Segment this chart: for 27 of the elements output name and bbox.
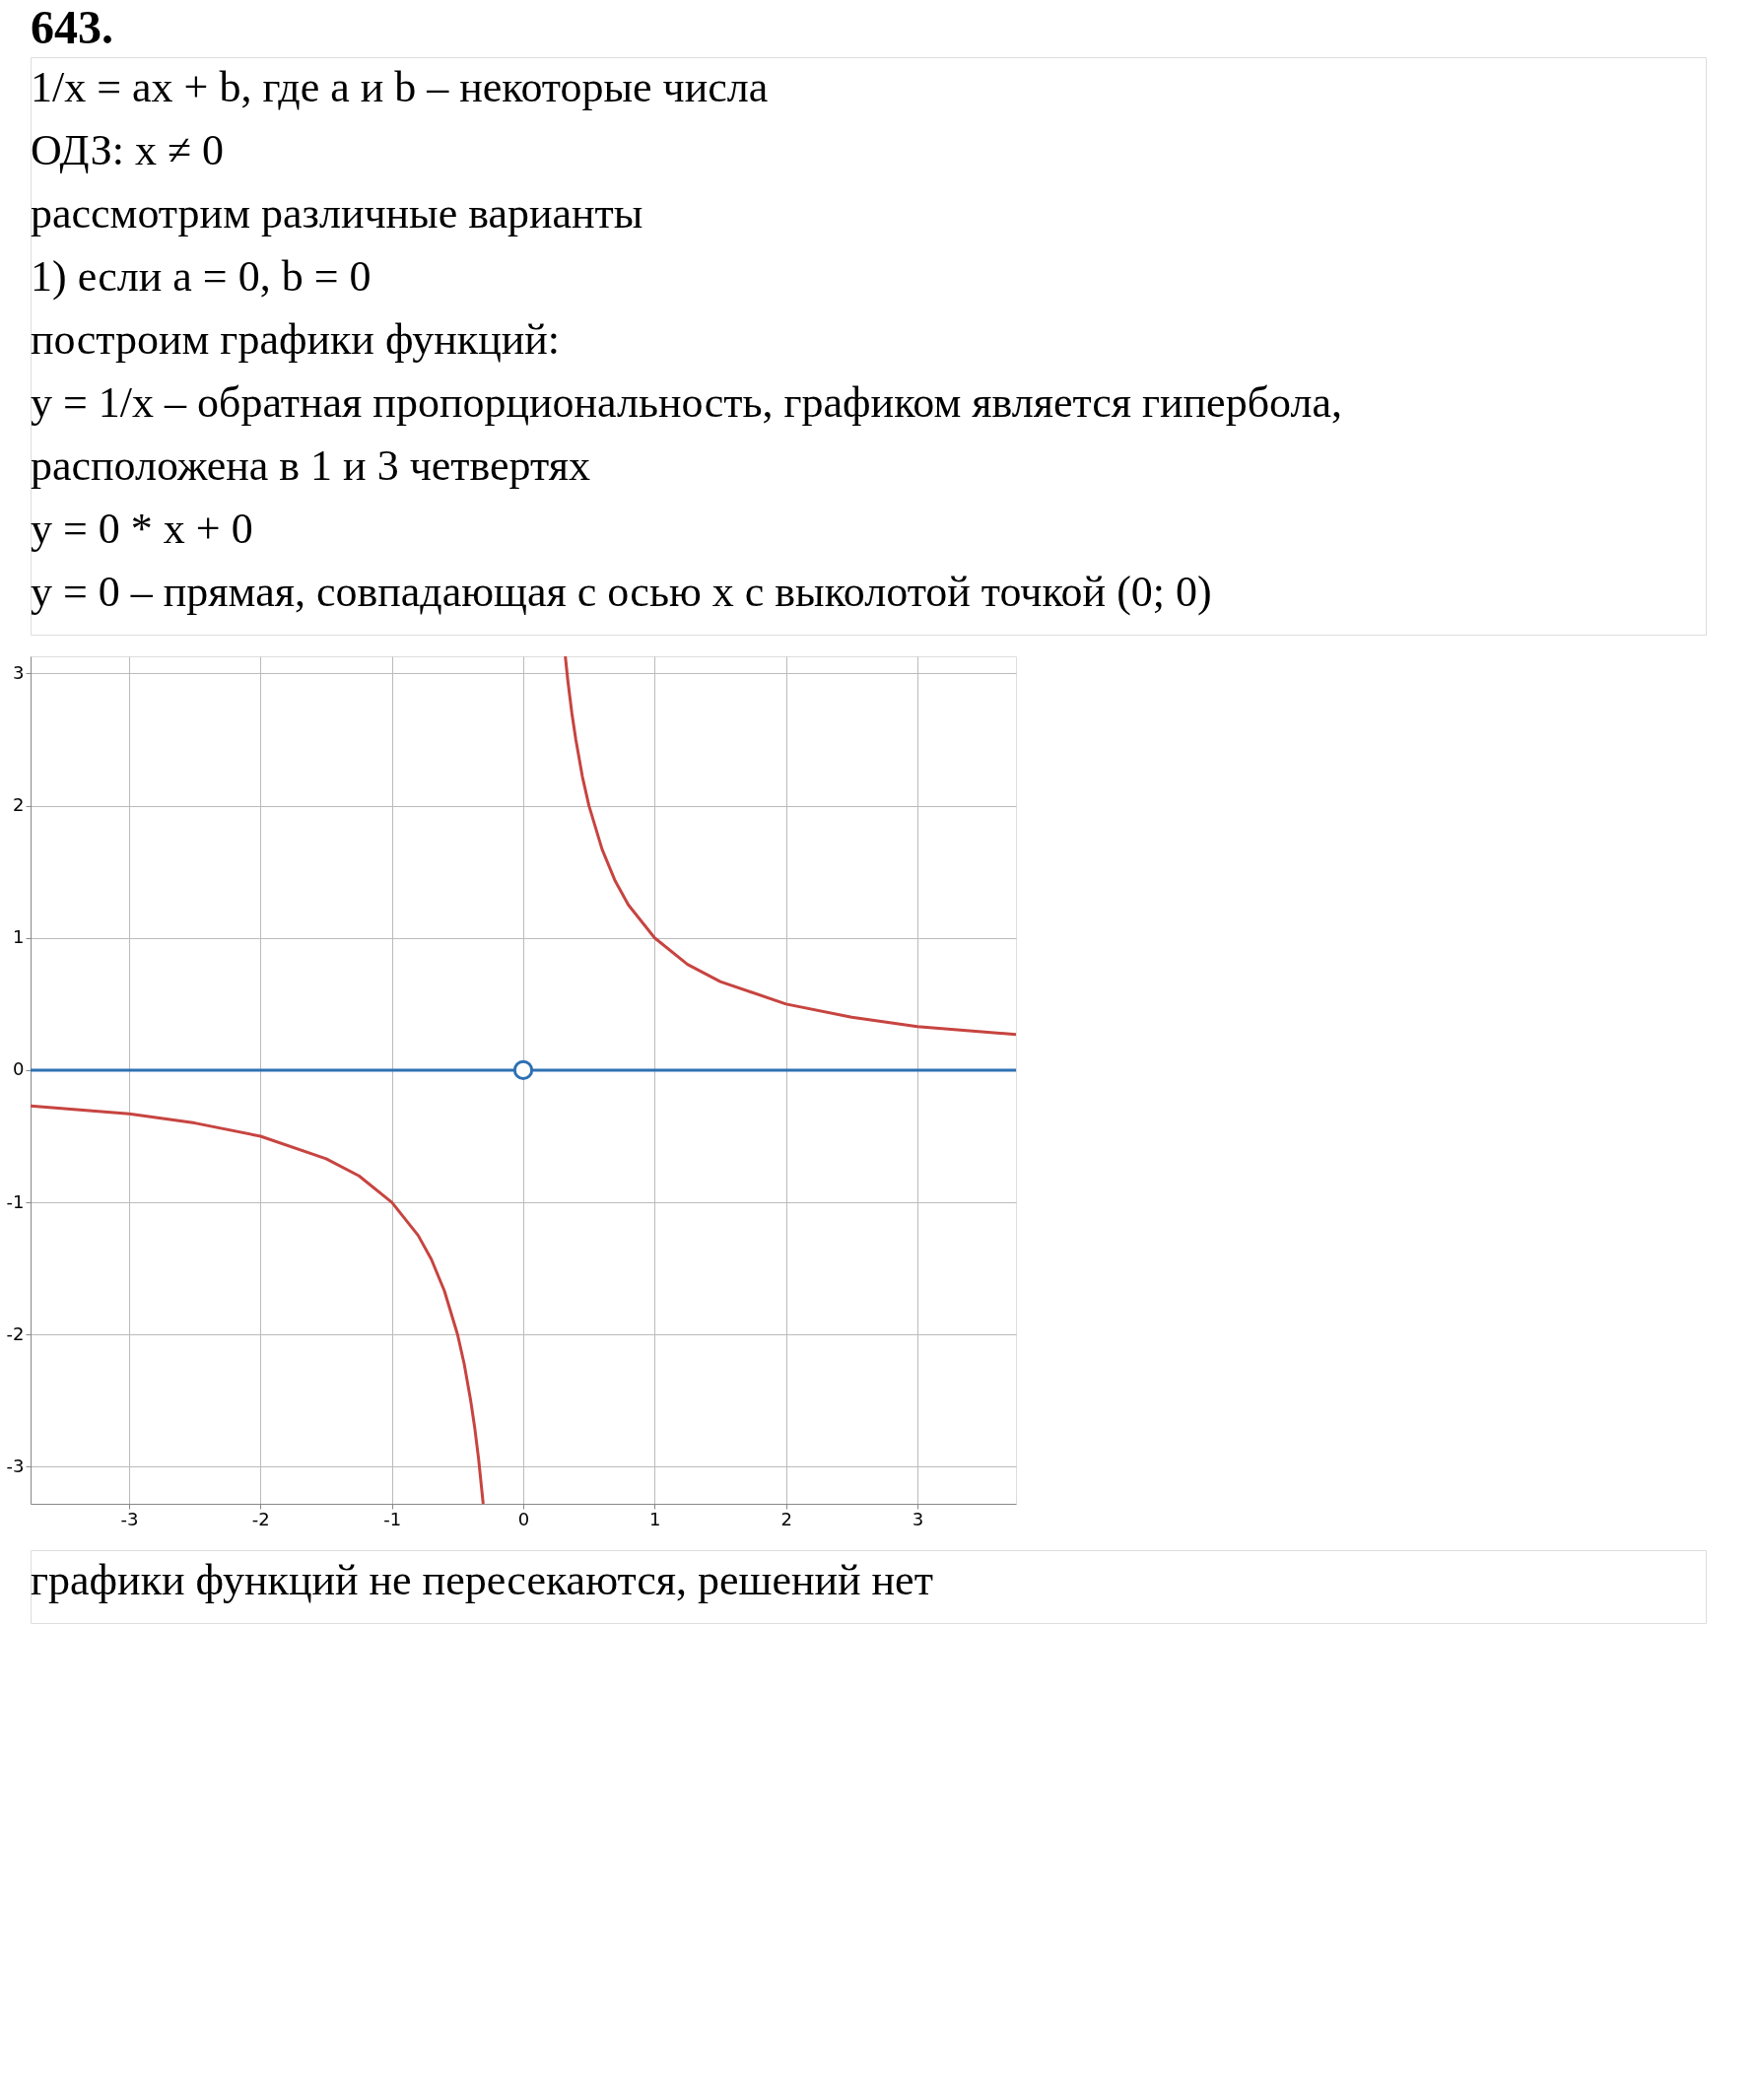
y-tick-label: -3 <box>6 1455 25 1476</box>
x-tick-label: -3 <box>120 1508 139 1529</box>
x-tick-label: 0 <box>517 1508 530 1529</box>
text: расположена в 1 и 3 четвертях <box>31 441 590 490</box>
text: y = 0 * x + 0 <box>31 505 253 553</box>
x-tick-label: 1 <box>649 1508 661 1529</box>
text: рассмотрим различные варианты <box>31 189 643 237</box>
text: ОДЗ: x ≠ 0 <box>31 126 225 174</box>
text: 1/x = ax + b, где a и b – некоторые числа <box>31 63 769 111</box>
y-tick-label: 2 <box>13 794 25 816</box>
text: y = 0 – прямая, совпадающая с осью x с выколотой точкой (0; 0) <box>31 568 1212 616</box>
line-series <box>31 1104 485 1504</box>
y-tick-label: -1 <box>6 1190 25 1212</box>
x-tick-label: -2 <box>251 1508 270 1529</box>
text: построим графики функций: <box>31 315 561 364</box>
line-series <box>564 656 1016 1037</box>
x-tick-label: -1 <box>383 1508 402 1529</box>
y-tick-label: -2 <box>6 1322 25 1344</box>
x-tick-label: 3 <box>912 1508 924 1529</box>
text: y = 1/x – обратная пропорциональность, графиком является гипербола, <box>31 378 1342 427</box>
y-tick-label: 0 <box>13 1058 25 1080</box>
y-tick-label: 3 <box>13 661 25 683</box>
chart-title: 643. <box>31 1 113 53</box>
x-tick-label: 2 <box>780 1508 792 1529</box>
y-tick-label: 1 <box>13 926 25 948</box>
text: графики функций не пересекаются, решений нет <box>31 1556 933 1604</box>
text: 1) если a = 0, b = 0 <box>31 252 372 301</box>
